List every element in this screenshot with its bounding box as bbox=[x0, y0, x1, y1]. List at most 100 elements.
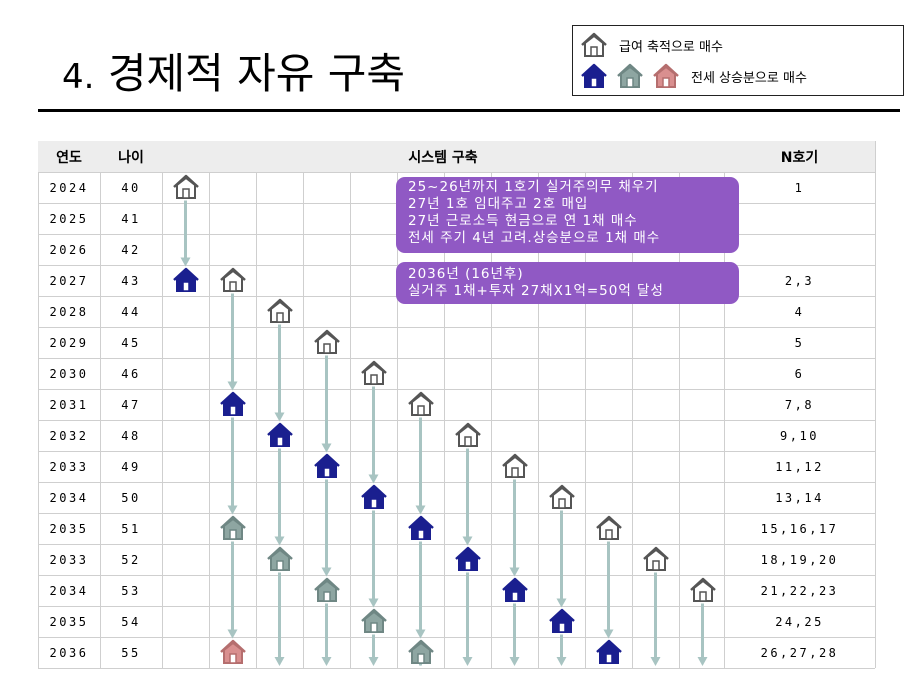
growth-arrow bbox=[227, 293, 238, 391]
row-units-cell bbox=[724, 234, 875, 265]
row-age-cell: 47 bbox=[121, 397, 141, 412]
row-units-cell: 9,10 bbox=[780, 428, 819, 443]
growth-arrow bbox=[180, 200, 191, 267]
row-age-cell: 46 bbox=[121, 366, 141, 381]
note-plan-line: 25~26년까지 1호기 실거주의무 채우기 bbox=[408, 179, 659, 195]
page-title: 4. 경제적 자유 구축 bbox=[62, 44, 405, 107]
house-outline-icon bbox=[265, 298, 295, 324]
house-navy-icon bbox=[218, 391, 248, 417]
growth-arrow bbox=[227, 417, 238, 515]
growth-arrow bbox=[415, 541, 426, 639]
row-age-cell: 41 bbox=[121, 211, 141, 226]
growth-arrow bbox=[321, 479, 332, 577]
row-year-cell: 2029 bbox=[49, 335, 89, 350]
legend-label-salary: 급여 축적으로 매수 bbox=[619, 39, 723, 55]
house-gray-icon bbox=[406, 639, 436, 665]
growth-arrow bbox=[274, 572, 285, 666]
row-year-cell: 2035 bbox=[49, 614, 89, 629]
row-units-cell: 11,12 bbox=[775, 459, 824, 474]
house-navy-icon bbox=[171, 267, 201, 293]
row-age-cell: 44 bbox=[121, 304, 141, 319]
row-age-cell: 53 bbox=[121, 583, 141, 598]
house-navy-icon bbox=[594, 639, 624, 665]
growth-arrow bbox=[321, 603, 332, 666]
house-gray-icon bbox=[218, 515, 248, 541]
house-navy-icon bbox=[547, 608, 577, 634]
note-goal-line: 실거주 1채+투자 27채X1억=50억 달성 bbox=[408, 283, 664, 299]
page-title-text: 경제적 자유 구축 bbox=[107, 49, 405, 98]
house-navy-icon bbox=[359, 484, 389, 510]
house-gray-icon bbox=[615, 63, 645, 89]
note-goal: 2036년 (16년후) 실거주 1채+투자 27채X1억=50억 달성 bbox=[396, 262, 739, 304]
house-navy-icon bbox=[406, 515, 436, 541]
growth-arrow bbox=[368, 634, 379, 666]
house-outline-icon bbox=[547, 484, 577, 510]
row-year-cell: 2034 bbox=[49, 490, 89, 505]
row-age-cell: 55 bbox=[121, 645, 141, 660]
house-navy-icon bbox=[500, 577, 530, 603]
house-navy-icon bbox=[453, 546, 483, 572]
house-gray-icon bbox=[312, 577, 342, 603]
row-year-cell: 2032 bbox=[49, 428, 89, 443]
house-navy-icon bbox=[265, 422, 295, 448]
house-outline-icon bbox=[218, 267, 248, 293]
row-year-cell: 2025 bbox=[49, 211, 89, 226]
growth-arrow bbox=[368, 510, 379, 608]
row-units-cell: 4 bbox=[794, 304, 805, 319]
row-age-cell: 48 bbox=[121, 428, 141, 443]
row-units-cell: 7,8 bbox=[784, 397, 815, 412]
row-age-cell: 52 bbox=[121, 552, 141, 567]
note-plan-line: 27년 근로소득 현금으로 연 1채 매수 bbox=[408, 213, 638, 229]
header-units: N호기 bbox=[724, 141, 875, 172]
house-gray-icon bbox=[265, 546, 295, 572]
growth-arrow bbox=[697, 603, 708, 666]
house-navy-icon bbox=[579, 63, 609, 89]
title-underline bbox=[38, 109, 900, 112]
growth-arrow bbox=[509, 603, 520, 666]
growth-arrow bbox=[415, 417, 426, 515]
row-units-cell: 15,16,17 bbox=[760, 521, 839, 536]
growth-arrow bbox=[509, 479, 520, 577]
house-pink-icon bbox=[651, 63, 681, 89]
row-year-cell: 2036 bbox=[49, 645, 89, 660]
note-goal-line: 2036년 (16년후) bbox=[408, 266, 524, 282]
house-navy-icon bbox=[312, 453, 342, 479]
header-age: 나이 bbox=[100, 141, 162, 172]
growth-arrow bbox=[274, 324, 285, 422]
row-year-cell: 2035 bbox=[49, 521, 89, 536]
note-plan-line: 전세 주기 4년 고려.상승분으로 1채 매수 bbox=[408, 230, 661, 246]
growth-arrow bbox=[462, 448, 473, 546]
house-outline-icon bbox=[359, 360, 389, 386]
house-pink-icon bbox=[218, 639, 248, 665]
legend-item-salary: 급여 축적으로 매수 bbox=[579, 30, 723, 60]
growth-arrow bbox=[321, 355, 332, 453]
house-gray-icon bbox=[359, 608, 389, 634]
growth-arrow bbox=[556, 634, 567, 666]
row-year-cell: 2026 bbox=[49, 242, 89, 257]
house-outline-icon bbox=[406, 391, 436, 417]
growth-arrow bbox=[556, 510, 567, 608]
house-outline-icon bbox=[579, 32, 609, 58]
row-year-cell: 2034 bbox=[49, 583, 89, 598]
row-age-cell: 51 bbox=[121, 521, 141, 536]
row-units-cell bbox=[724, 203, 875, 234]
row-age-cell: 50 bbox=[121, 490, 141, 505]
row-units-cell: 24,25 bbox=[775, 614, 824, 629]
row-year-cell: 2027 bbox=[49, 273, 89, 288]
row-units-cell: 6 bbox=[794, 366, 805, 381]
house-outline-icon bbox=[453, 422, 483, 448]
legend-item-jeonse: 전세 상승분으로 매수 bbox=[579, 61, 807, 91]
row-age-cell: 40 bbox=[121, 180, 141, 195]
legend-box: 급여 축적으로 매수 전세 상승분으로 매수 bbox=[572, 25, 904, 96]
house-outline-icon bbox=[171, 174, 201, 200]
row-units-cell: 21,22,23 bbox=[760, 583, 839, 598]
house-outline-icon bbox=[641, 546, 671, 572]
row-units-cell: 18,19,20 bbox=[760, 552, 839, 567]
row-year-cell: 2030 bbox=[49, 366, 89, 381]
growth-arrow bbox=[274, 448, 285, 546]
row-units-cell: 5 bbox=[794, 335, 805, 350]
row-age-cell: 54 bbox=[121, 614, 141, 629]
row-year-cell: 2024 bbox=[49, 180, 89, 195]
row-year-cell: 2033 bbox=[49, 459, 89, 474]
row-year-cell: 2031 bbox=[49, 397, 89, 412]
